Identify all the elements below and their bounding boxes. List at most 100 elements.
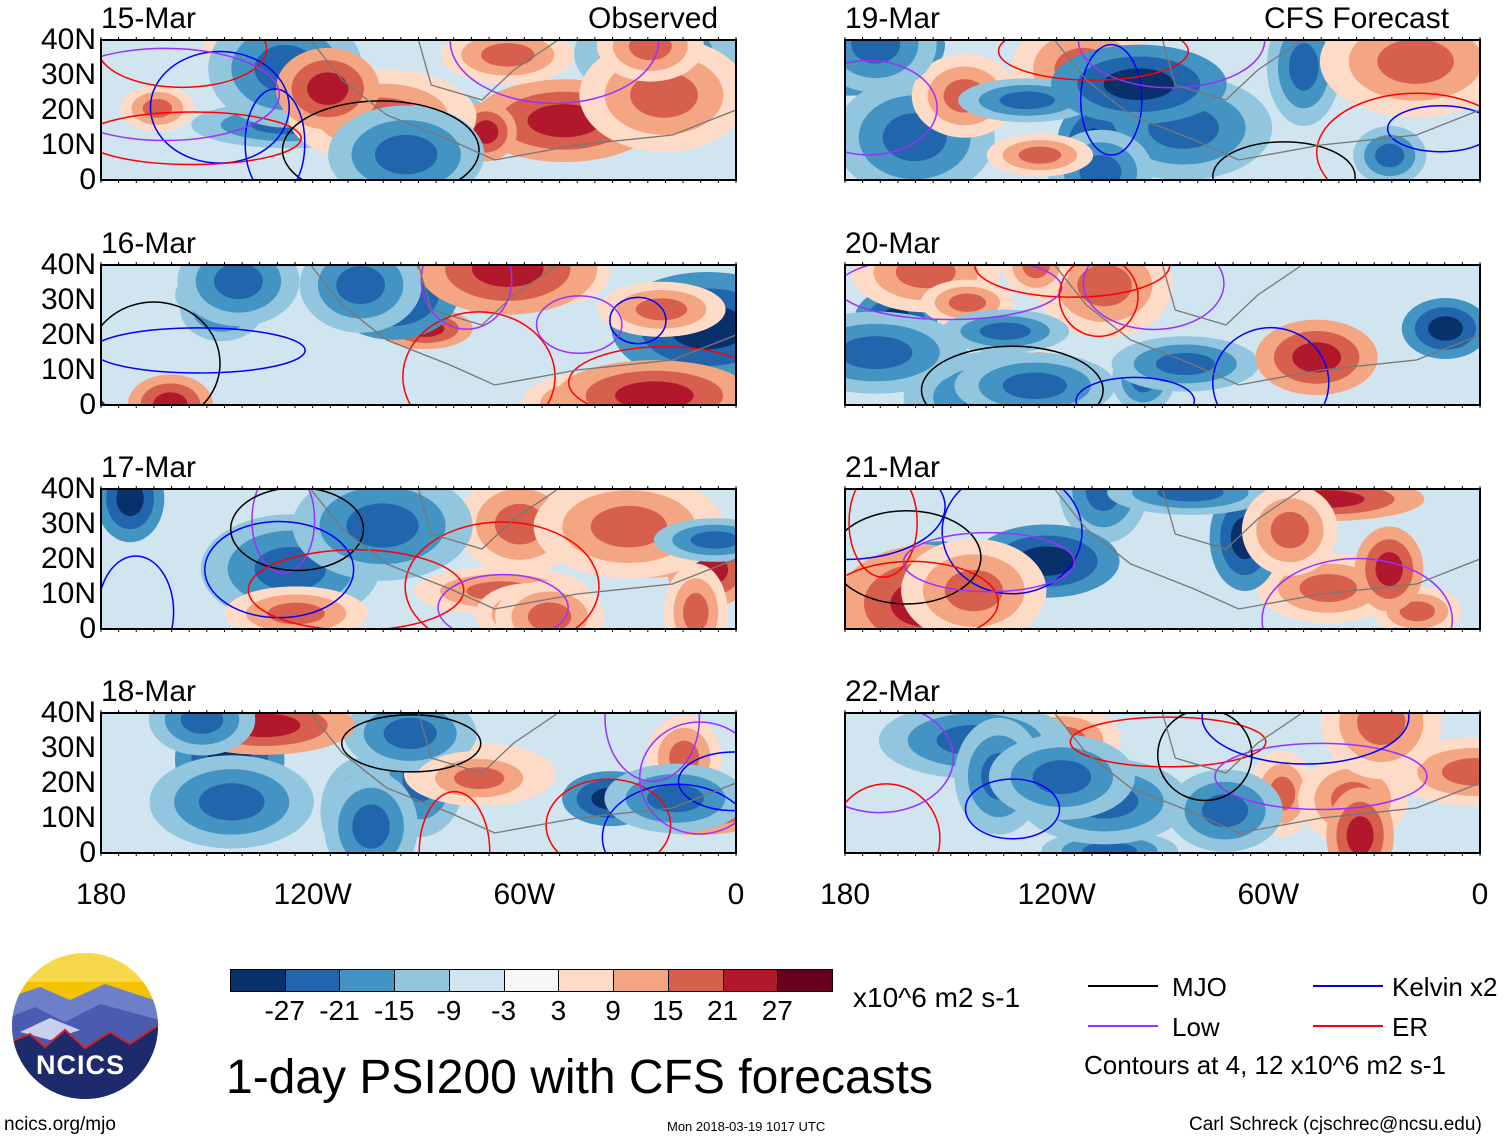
y-tick-label: 30N [40,283,96,316]
y-tick-label: 20N [40,542,96,575]
positive-anomaly [1022,265,1050,279]
x-tick-label: 60W [493,878,556,911]
negative-anomaly [1155,352,1215,376]
contour-line [402,311,556,405]
negative-anomaly [374,134,438,175]
y-tick-label: 40N [40,23,96,56]
colorbar-swatch [558,969,615,992]
positive-anomaly [1346,816,1374,853]
positive-anomaly [471,265,544,288]
positive-anomaly [481,43,535,67]
positive-anomaly [1377,40,1454,84]
contour-line [101,47,281,142]
contour-line [845,713,955,814]
negative-anomaly [845,336,913,369]
contour-line [845,560,999,629]
colorbar-tick-label: -21 [319,995,360,1026]
y-tick-label: 40N [40,696,96,729]
x-tick-label: 180 [819,878,871,911]
negative-anomaly [851,40,901,64]
contour-line [677,751,736,812]
negative-anomaly [1427,316,1463,341]
contour-line [1214,742,1428,811]
coastline [310,489,736,610]
positive-anomaly [307,72,349,105]
colorbar-tick-label: 9 [605,995,621,1026]
contour-line [1082,265,1225,331]
negative-anomaly [254,547,327,591]
contour-line [902,531,1076,593]
colorbar-tick-label: 21 [706,995,739,1026]
panel-title: 19-Mar [845,2,941,35]
contour-line [845,265,1063,321]
positive-anomaly [1375,552,1403,587]
contour-line [1386,104,1480,153]
x-tick-label: 0 [1471,878,1489,911]
contour-line [545,778,672,853]
coastline [1054,713,1480,834]
contour-line [1212,141,1356,180]
contour-line [845,783,941,853]
contour-line [845,510,982,605]
colorbar-tick-label: -15 [373,995,415,1026]
positive-anomaly [1299,574,1358,603]
contour-line [609,296,667,345]
contour-line [420,265,513,330]
negative-anomaly [690,531,736,549]
x-tick-label: 60W [1237,878,1300,911]
y-tick-label: 0 [79,612,96,645]
contour-line [638,721,736,835]
positive-anomaly [527,104,602,138]
negative-anomaly [198,783,265,821]
footer-author: Carl Schreck (cjschrec@ncsu.edu) [1189,1114,1482,1135]
contour-line [101,327,306,374]
map-panel-21-Mar [844,486,1481,632]
contour-line [964,778,1061,840]
positive-anomaly [473,120,499,144]
contour-line [1075,376,1196,405]
negative-anomaly [1002,372,1067,400]
y-tick-label: 40N [40,472,96,505]
panel-title: 20-Mar [845,227,941,260]
ncics-logo [12,953,158,1099]
contour-line [1156,713,1253,802]
map-panel-19-Mar [844,37,1481,183]
negative-anomaly [214,265,263,300]
colorbar-swatch [667,969,724,992]
contour-line [101,301,221,405]
y-tick-label: 0 [79,836,96,869]
contour-line [101,555,175,629]
positive-anomaly [453,767,505,790]
positive-anomaly [1292,342,1342,373]
contour-line [941,489,1083,595]
negative-anomaly [1032,760,1092,795]
x-tick-label: 180 [75,878,127,911]
map-panel-18-Mar [100,710,737,856]
contour-line [920,345,1104,405]
colorbar-swatch [394,969,450,992]
figure-title: 1-day PSI200 with CFS forecasts [226,1051,933,1104]
legend-label-kelvin: Kelvin x2 [1392,972,1498,1002]
contour-line [567,346,736,405]
x-tick-label: 0 [727,878,745,911]
panel-title: 16-Mar [101,227,197,260]
panel-title: 22-Mar [845,675,941,708]
contour-line [251,489,316,574]
contour-line [229,489,365,572]
negative-anomaly [116,489,144,517]
positive-anomaly [494,503,545,545]
coastline [310,265,736,386]
y-tick-label: 0 [79,163,96,196]
positive-anomaly [635,298,688,321]
y-tick-label: 10N [40,801,96,834]
observed-label: Observed [588,2,719,35]
contour-line [848,489,918,578]
colorbar-swatch [284,969,341,992]
colorbar-tick-label: 15 [652,995,684,1026]
footer-url[interactable]: ncics.org/mjo [4,1114,116,1135]
negative-anomaly [999,91,1055,110]
positive-anomaly [153,392,188,405]
y-tick-label: 10N [40,353,96,386]
colorbar-tick-label: 3 [550,995,567,1026]
positive-anomaly [628,40,672,61]
